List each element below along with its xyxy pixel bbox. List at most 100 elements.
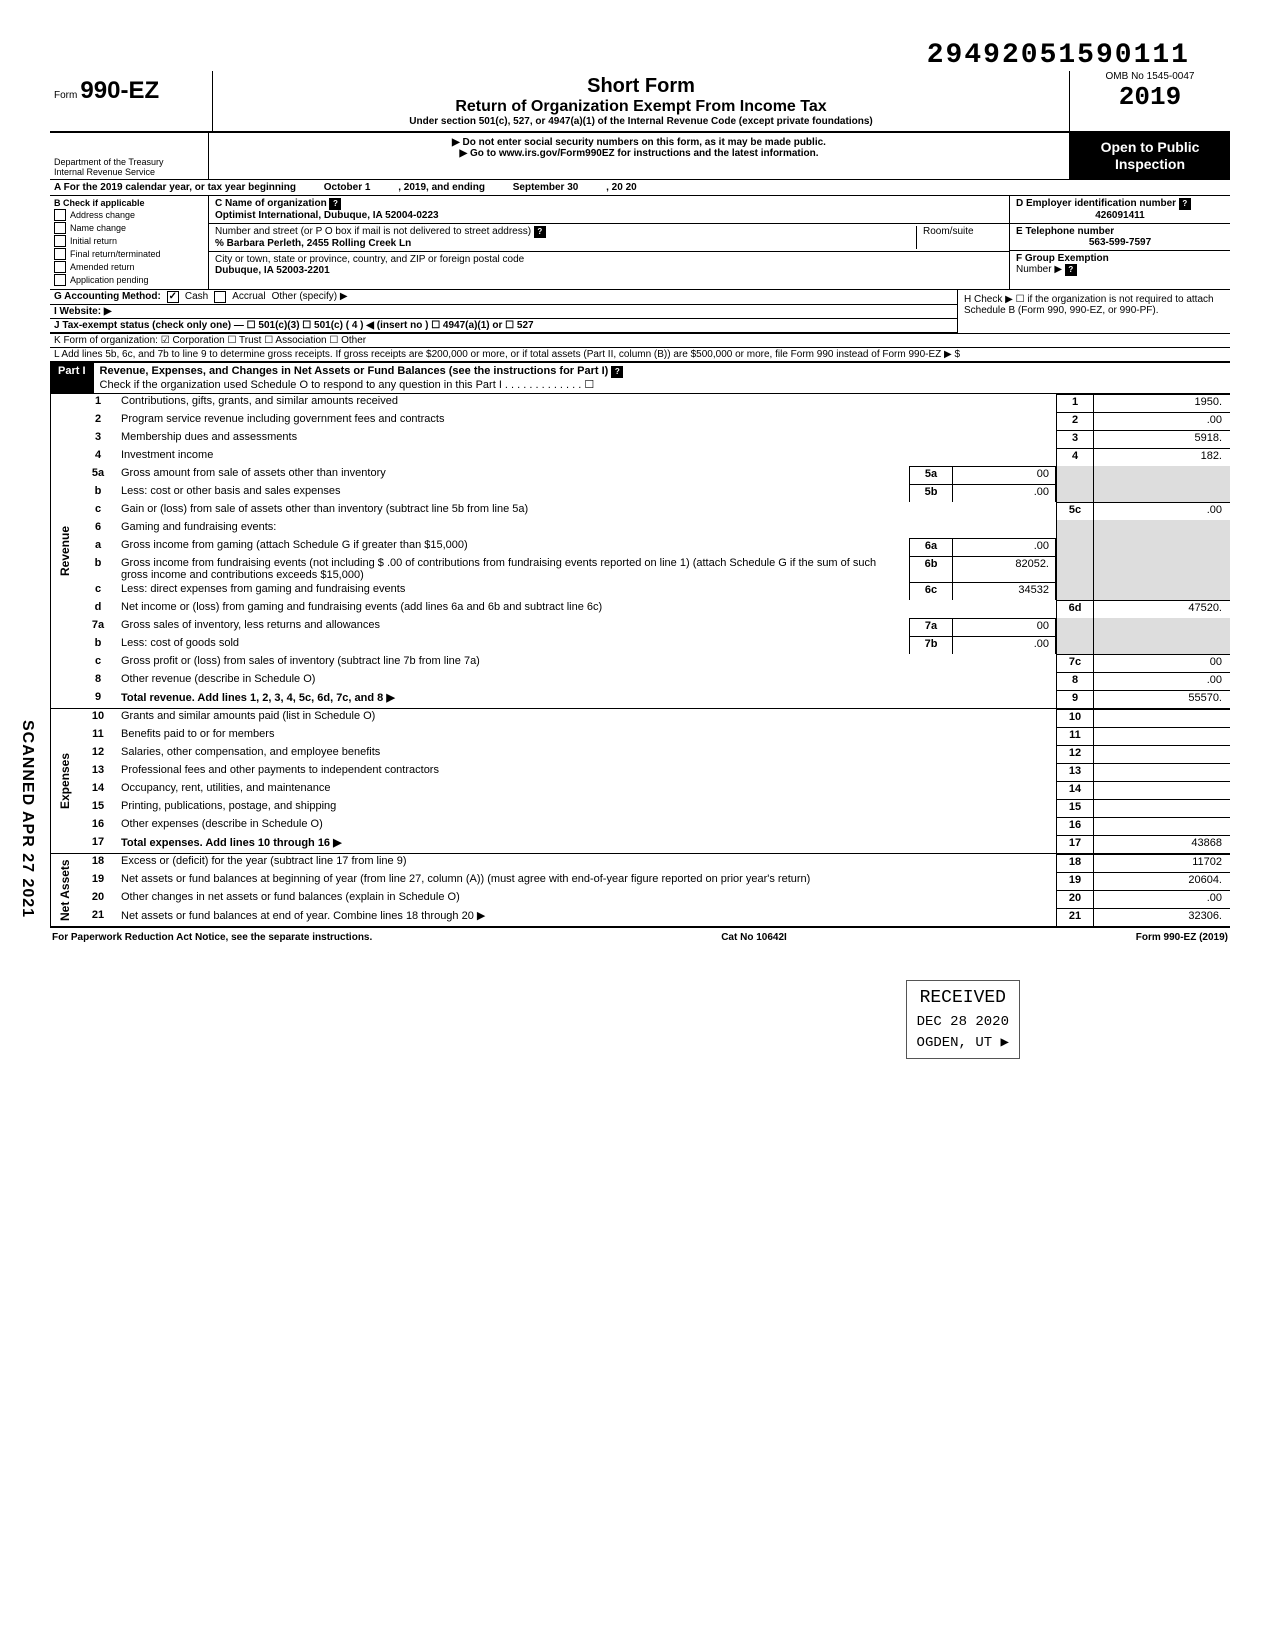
dept-names: Department of the Treasury Internal Reve… (50, 133, 209, 179)
dept-treasury: Department of the Treasury (54, 157, 204, 167)
line-num: c (79, 582, 117, 600)
lbl-other-method: Other (specify) ▶ (272, 291, 348, 302)
row-a-taxyear: A For the 2019 calendar year, or tax yea… (50, 180, 1230, 196)
footer: For Paperwork Reduction Act Notice, see … (50, 928, 1230, 947)
chk-address-change[interactable] (54, 209, 66, 221)
line-text: Net assets or fund balances at end of ye… (117, 908, 1056, 926)
line-box-shade (1056, 556, 1094, 582)
mid-val: 82052. (953, 556, 1056, 582)
line-num: 2 (79, 412, 117, 430)
org-name-label: C Name of organization (215, 198, 327, 209)
expenses-section: Expenses 10Grants and similar amounts pa… (50, 709, 1230, 854)
line-text: Benefits paid to or for members (117, 727, 1056, 745)
open-public-box: Open to Public Inspection (1070, 133, 1230, 179)
dln-number: 29492051590111 (50, 40, 1190, 71)
dept-irs: Internal Revenue Service (54, 167, 204, 177)
line-a: aGross income from gaming (attach Schedu… (79, 538, 1230, 556)
street-value: % Barbara Perleth, 2455 Rolling Creek Ln (215, 238, 411, 249)
help-icon[interactable]: ? (611, 366, 623, 378)
mid-val: 00 (953, 618, 1056, 636)
line-val-shade (1094, 582, 1230, 600)
line-text: Less: direct expenses from gaming and fu… (117, 582, 909, 600)
line-val-shade (1094, 538, 1230, 556)
row-k: K Form of organization: ☑ Corporation ☐ … (50, 334, 1230, 348)
line-text: Net income or (loss) from gaming and fun… (117, 600, 1056, 618)
form-number-box: Form 990-EZ (50, 71, 213, 131)
chk-cash[interactable] (167, 291, 179, 303)
title-short: Short Form (221, 75, 1061, 98)
line-val-shade (1094, 636, 1230, 654)
line-box-shade (1056, 538, 1094, 556)
chk-final-return[interactable] (54, 248, 66, 260)
line-text: Net assets or fund balances at beginning… (117, 872, 1056, 890)
info-grid: B Check if applicable Address change Nam… (50, 196, 1230, 290)
line-num: 16 (79, 817, 117, 835)
part-1-check: Check if the organization used Schedule … (100, 379, 595, 391)
line-val: .00 (1094, 890, 1230, 908)
footer-mid: Cat No 10642I (721, 932, 787, 943)
chk-app-pending[interactable] (54, 274, 66, 286)
line-text: Contributions, gifts, grants, and simila… (117, 394, 1056, 412)
line-box: 19 (1056, 872, 1094, 890)
lbl-name-change: Name change (70, 223, 126, 233)
tax-year: 2019 (1070, 82, 1230, 112)
help-icon[interactable]: ? (534, 226, 546, 238)
line-num: 13 (79, 763, 117, 781)
form-header: Form 990-EZ Short Form Return of Organiz… (50, 71, 1230, 133)
line-val: 5918. (1094, 430, 1230, 448)
line-text: Printing, publications, postage, and shi… (117, 799, 1056, 817)
line-num: 10 (79, 709, 117, 727)
col-right: D Employer identification number ? 42609… (1010, 196, 1230, 289)
line-val-shade (1094, 520, 1230, 538)
line-b: bLess: cost of goods sold7b.00 (79, 636, 1230, 654)
form-title-box: Short Form Return of Organization Exempt… (213, 71, 1070, 131)
lbl-accrual: Accrual (232, 291, 265, 302)
side-netassets: Net Assets (50, 854, 79, 926)
line-num: 20 (79, 890, 117, 908)
line-num: 7a (79, 618, 117, 636)
help-icon[interactable]: ? (329, 198, 341, 210)
line-num: 14 (79, 781, 117, 799)
line-text: Membership dues and assessments (117, 430, 1056, 448)
line-val: 00 (1094, 654, 1230, 672)
line-c: cGain or (loss) from sale of assets othe… (79, 502, 1230, 520)
chk-name-change[interactable] (54, 222, 66, 234)
mid-val: 00 (953, 466, 1056, 484)
line-text: Gross income from fundraising events (no… (117, 556, 909, 582)
chk-accrual[interactable] (214, 291, 226, 303)
line-box: 15 (1056, 799, 1094, 817)
lbl-initial-return: Initial return (70, 236, 117, 246)
help-icon[interactable]: ? (1065, 264, 1077, 276)
row-j: J Tax-exempt status (check only one) — ☐… (50, 319, 957, 333)
form-of-org: K Form of organization: ☑ Corporation ☐ … (54, 335, 366, 346)
chk-amended[interactable] (54, 261, 66, 273)
line-val-shade (1094, 618, 1230, 636)
help-icon[interactable]: ? (1179, 198, 1191, 210)
line-5a: 5aGross amount from sale of assets other… (79, 466, 1230, 484)
line-box: 3 (1056, 430, 1094, 448)
part-1-title: Revenue, Expenses, and Changes in Net As… (100, 365, 609, 377)
line-9: 9Total revenue. Add lines 1, 2, 3, 4, 5c… (79, 690, 1230, 708)
row-g: G Accounting Method: Cash Accrual Other … (50, 290, 957, 305)
line-val: 55570. (1094, 690, 1230, 708)
line-15: 15Printing, publications, postage, and s… (79, 799, 1230, 817)
revenue-section: Revenue 1Contributions, gifts, grants, a… (50, 394, 1230, 709)
line-text: Less: cost or other basis and sales expe… (117, 484, 909, 502)
line-text: Gross sales of inventory, less returns a… (117, 618, 909, 636)
tax-exempt-status: J Tax-exempt status (check only one) — ☐… (54, 320, 534, 331)
line-d: dNet income or (loss) from gaming and fu… (79, 600, 1230, 618)
schedule-b-check: H Check ▶ ☐ if the organization is not r… (964, 294, 1214, 316)
mid-val: .00 (953, 484, 1056, 502)
col-b-header: B Check if applicable (54, 198, 204, 208)
chk-initial-return[interactable] (54, 235, 66, 247)
mid-box: 6a (909, 538, 953, 556)
line-num: 17 (79, 835, 117, 853)
line-3: 3Membership dues and assessments35918. (79, 430, 1230, 448)
line-val: 47520. (1094, 600, 1230, 618)
col-c-org-info: C Name of organization ? Optimist Intern… (209, 196, 1010, 289)
line-num: 21 (79, 908, 117, 926)
line-val (1094, 709, 1230, 727)
gross-receipts-note: L Add lines 5b, 6c, and 7b to line 9 to … (54, 349, 960, 360)
line-val-shade (1094, 556, 1230, 582)
line-box: 21 (1056, 908, 1094, 926)
